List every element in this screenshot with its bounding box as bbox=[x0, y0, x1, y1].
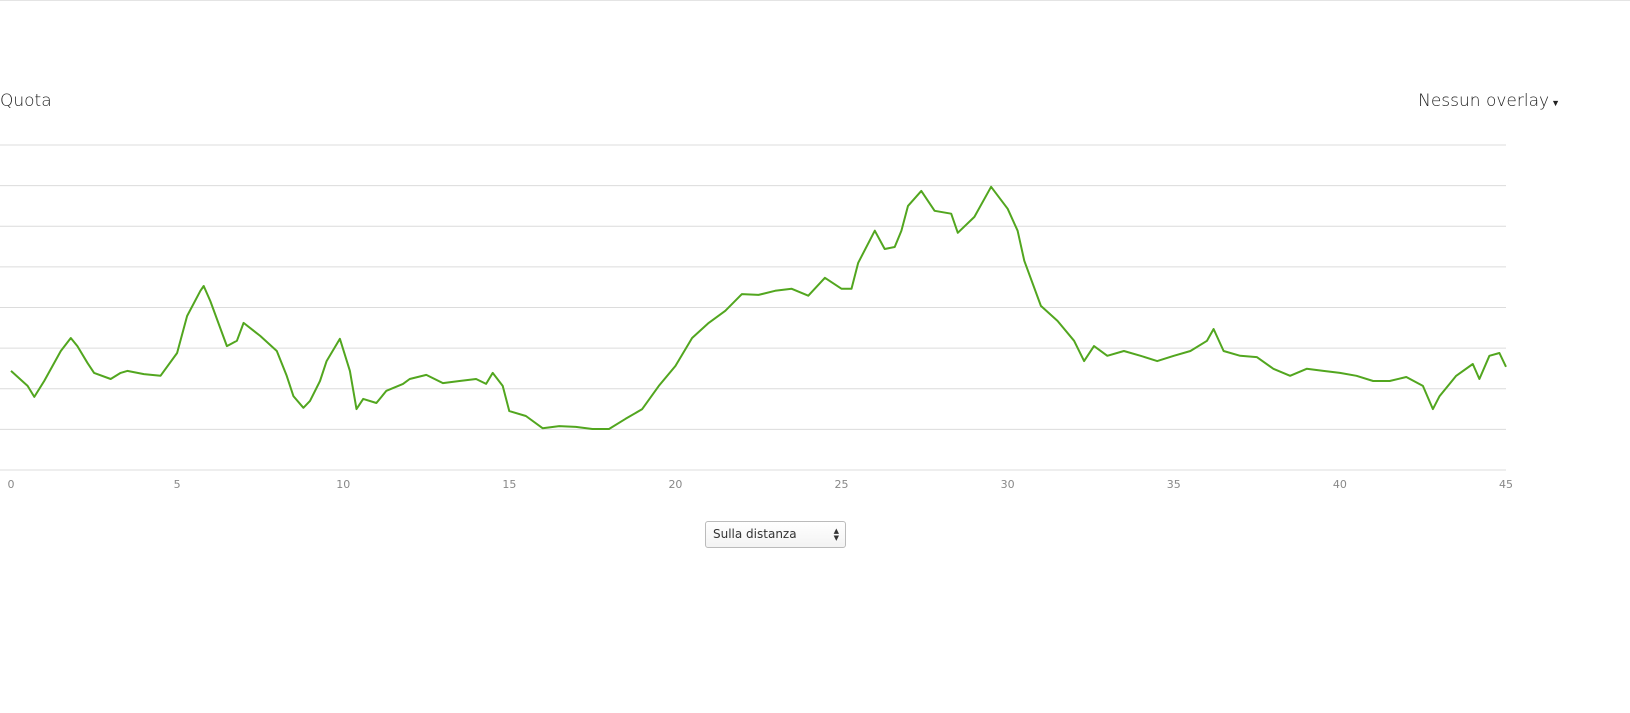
mode-select[interactable]: Sulla distanza ▲ ▼ bbox=[705, 521, 846, 548]
chart-title: Quota bbox=[0, 91, 52, 111]
x-tick-label: 45 bbox=[1499, 478, 1513, 491]
x-tick-label: 0 bbox=[8, 478, 15, 491]
overlay-label: Nessun overlay bbox=[1418, 91, 1550, 111]
x-tick-label: 10 bbox=[336, 478, 350, 491]
select-arrows: ▲ ▼ bbox=[833, 527, 839, 542]
x-tick-label: 30 bbox=[1001, 478, 1015, 491]
x-tick-label: 40 bbox=[1333, 478, 1347, 491]
overlay-menu[interactable]: Nessun overlay ▼ bbox=[1418, 91, 1560, 111]
caret-icon: ▼ bbox=[1551, 99, 1560, 109]
elevation-line bbox=[10, 185, 1507, 430]
x-tick-label: 15 bbox=[502, 478, 516, 491]
x-tick-label: 35 bbox=[1167, 478, 1181, 491]
x-tick-label: 5 bbox=[174, 478, 181, 491]
select-label: Sulla distanza bbox=[713, 527, 797, 541]
x-tick-label: 20 bbox=[668, 478, 682, 491]
x-tick-label: 25 bbox=[835, 478, 849, 491]
